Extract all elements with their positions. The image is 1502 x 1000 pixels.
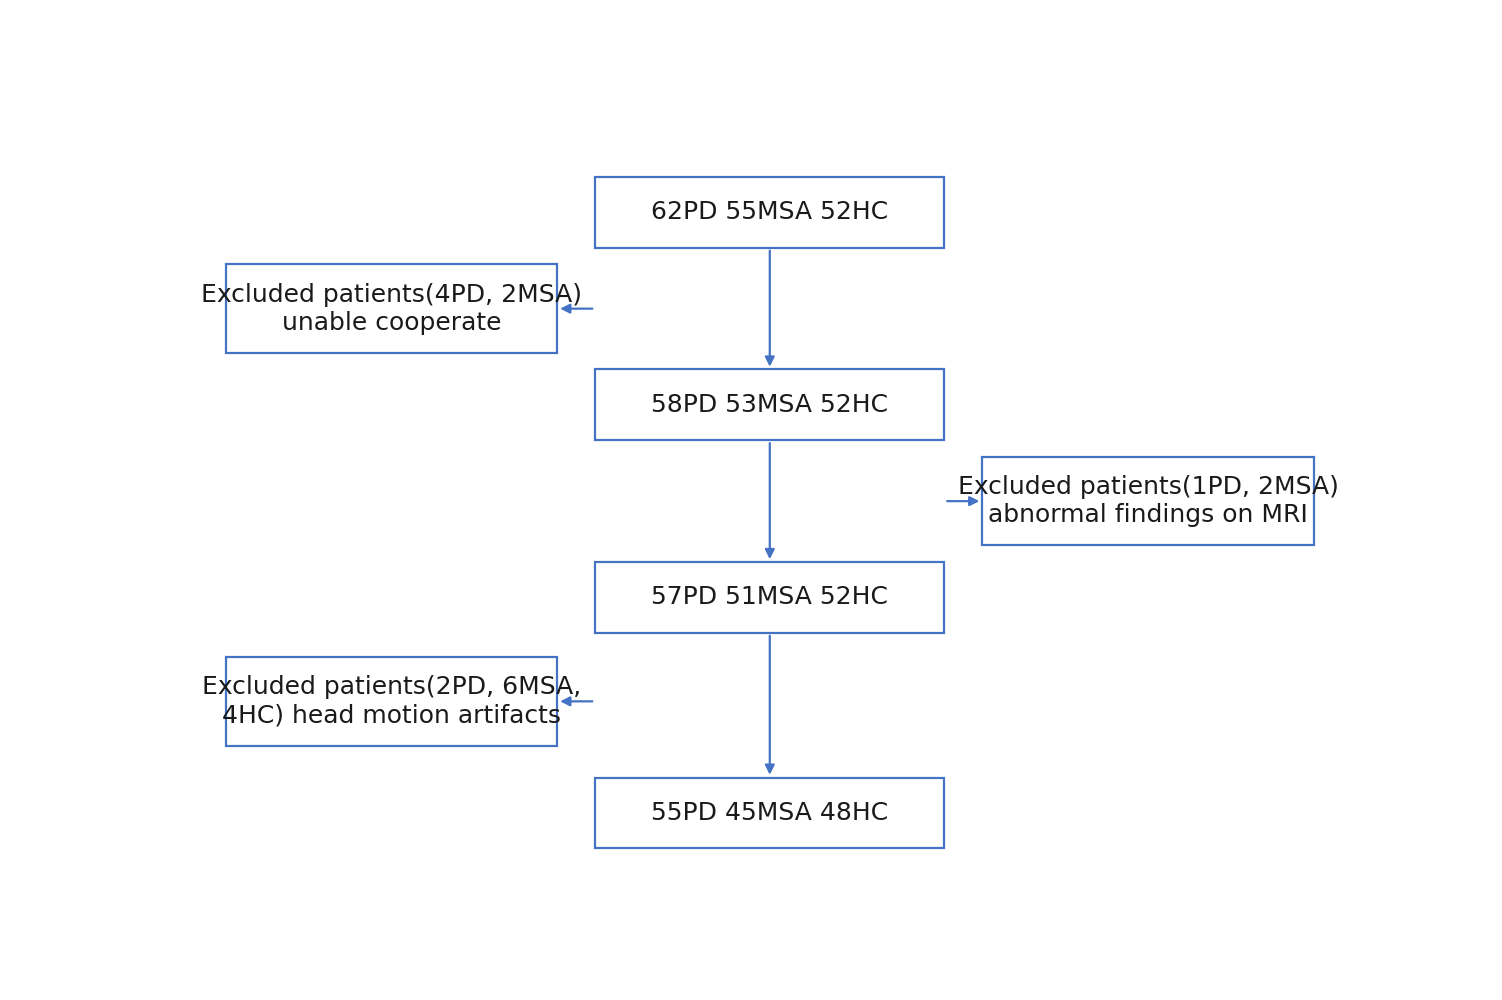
Bar xyxy=(595,177,945,248)
Text: Excluded patients(1PD, 2MSA)
abnormal findings on MRI: Excluded patients(1PD, 2MSA) abnormal fi… xyxy=(958,475,1338,527)
Bar xyxy=(225,264,557,353)
Bar xyxy=(595,562,945,633)
Text: 55PD 45MSA 48HC: 55PD 45MSA 48HC xyxy=(652,801,888,825)
Text: 58PD 53MSA 52HC: 58PD 53MSA 52HC xyxy=(652,393,888,417)
Bar xyxy=(225,657,557,746)
Bar xyxy=(982,457,1314,545)
Text: 62PD 55MSA 52HC: 62PD 55MSA 52HC xyxy=(652,200,888,224)
Bar xyxy=(595,369,945,440)
Text: Excluded patients(2PD, 6MSA,
4HC) head motion artifacts: Excluded patients(2PD, 6MSA, 4HC) head m… xyxy=(201,675,581,727)
Text: 57PD 51MSA 52HC: 57PD 51MSA 52HC xyxy=(652,585,888,609)
Bar xyxy=(595,778,945,848)
Text: Excluded patients(4PD, 2MSA)
unable cooperate: Excluded patients(4PD, 2MSA) unable coop… xyxy=(201,283,581,335)
